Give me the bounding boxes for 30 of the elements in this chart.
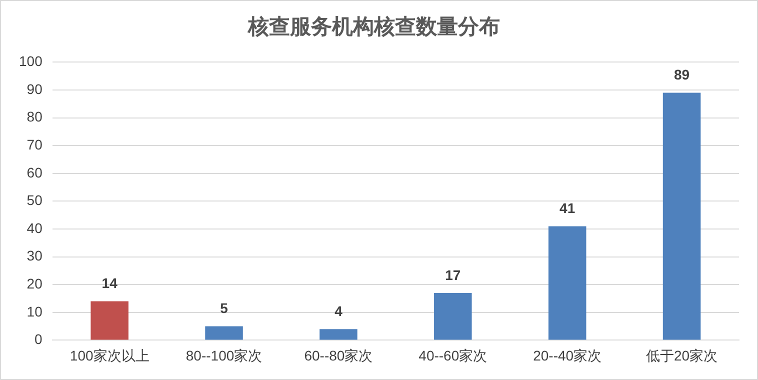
x-tick-label: 100家次以上 [70, 347, 150, 364]
data-label: 14 [102, 275, 118, 292]
data-label: 17 [445, 266, 461, 283]
y-tick-label: 80 [26, 108, 43, 125]
bar [90, 301, 128, 340]
data-label: 89 [674, 66, 690, 83]
y-tick-label: 50 [26, 192, 43, 208]
y-tick-label: 10 [26, 303, 43, 320]
y-tick-label: 90 [26, 80, 43, 97]
x-tick-label: 40--60家次 [418, 347, 488, 364]
x-tick-label: 60--80家次 [304, 347, 373, 364]
bar [205, 326, 243, 340]
data-label: 5 [220, 300, 228, 316]
y-tick-label: 60 [26, 164, 43, 180]
data-label: 4 [334, 302, 343, 319]
y-tick-label: 100 [19, 53, 43, 70]
x-tick-label: 低于20家次 [646, 347, 718, 364]
y-tick-label: 70 [26, 136, 43, 152]
y-tick-label: 0 [34, 331, 43, 348]
y-tick-label: 30 [26, 248, 43, 264]
x-tick-label: 20--40家次 [533, 347, 602, 364]
chart-title: 核查服务机构核查数量分布 [247, 15, 500, 38]
bar [662, 92, 701, 340]
bar [548, 226, 586, 340]
y-tick-label: 20 [26, 275, 43, 292]
bar [434, 292, 472, 340]
data-label: 41 [560, 200, 576, 216]
x-tick-label: 80--100家次 [186, 347, 262, 364]
y-tick-label: 40 [26, 220, 43, 236]
bar [320, 329, 358, 340]
